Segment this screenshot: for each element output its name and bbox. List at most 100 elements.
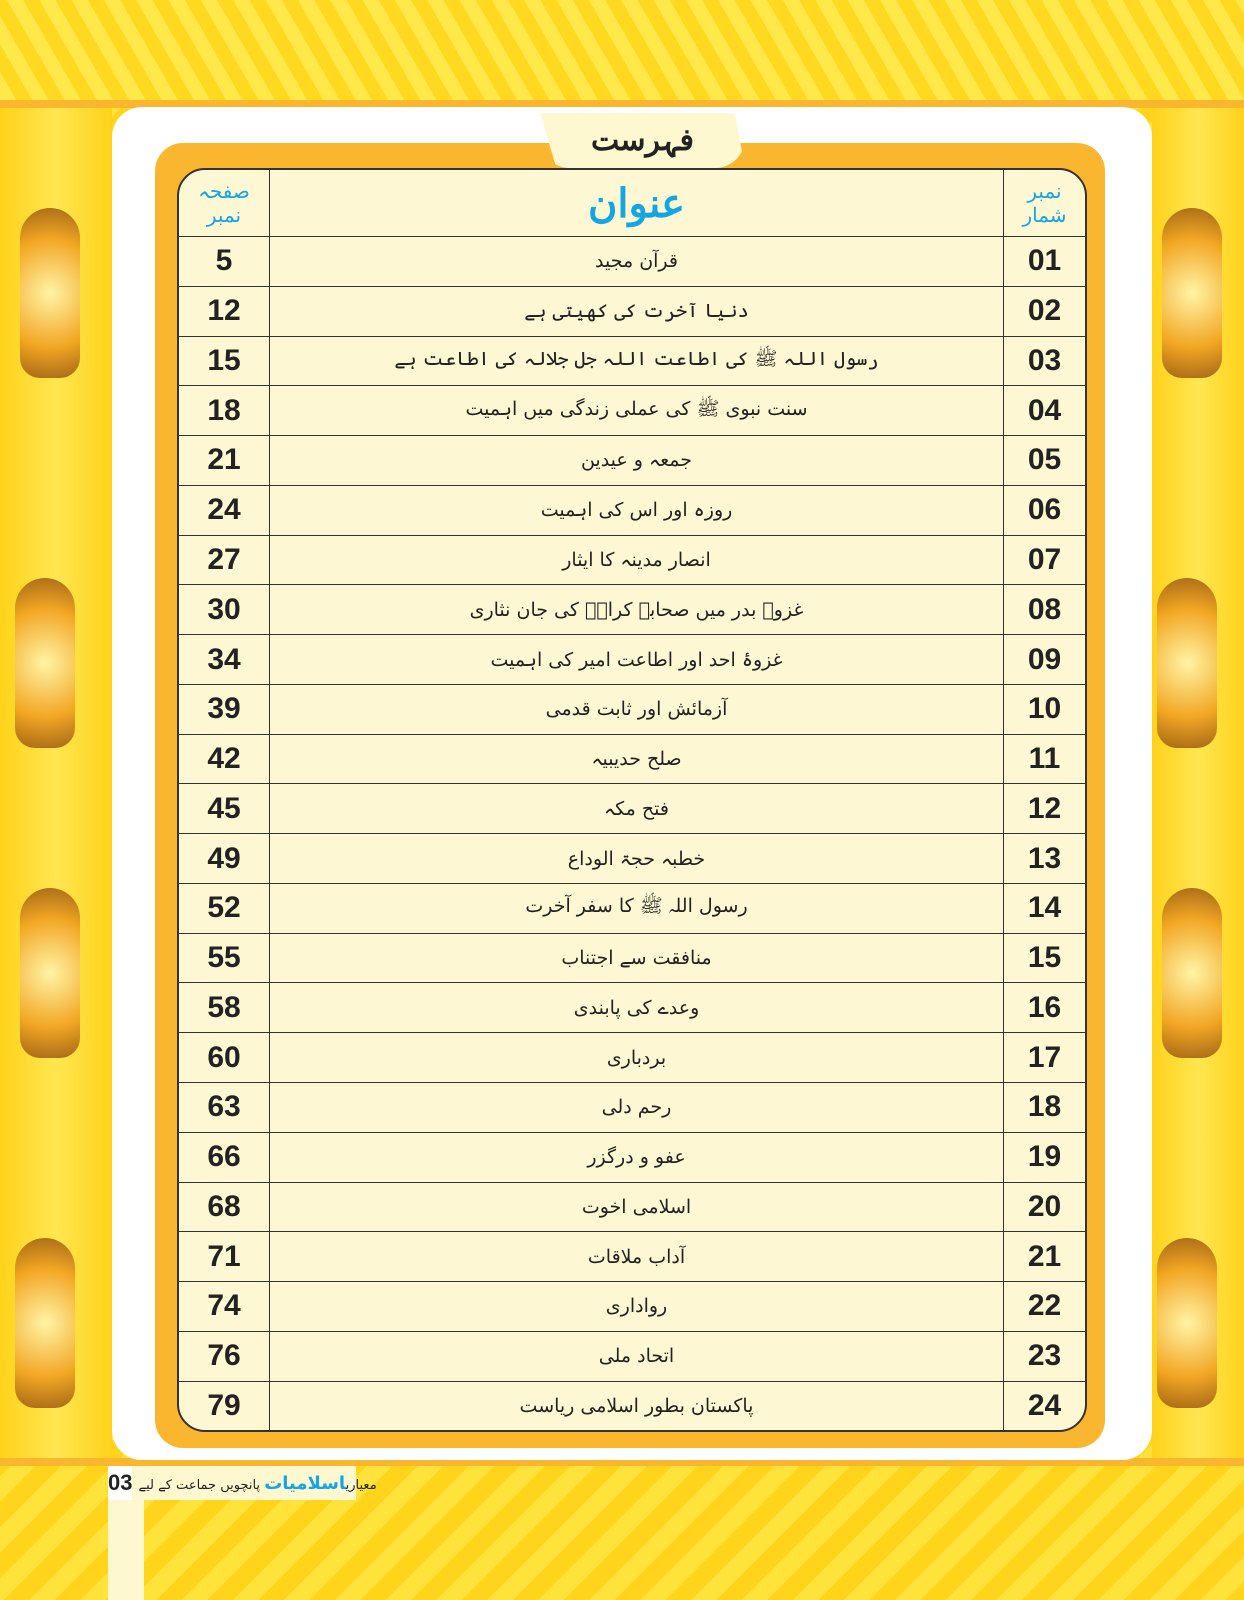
book-title-prefix: معیاری bbox=[345, 1477, 377, 1493]
contents-table: صفحہ نمبر عنوان نمبر شمار 5 قرآن مجید 01… bbox=[177, 168, 1087, 1432]
lantern-icon bbox=[15, 578, 75, 748]
title-cell[interactable]: خطبہ حجۃ الوداع bbox=[270, 834, 1003, 884]
title-cell[interactable]: رحم دلی bbox=[270, 1083, 1003, 1133]
table-row: 21 جمعہ و عیدین 05 bbox=[179, 436, 1085, 486]
table-row: 15 رسول اللہ ﷺ کی اطاعت اللہ جل جلالہ کی… bbox=[179, 336, 1085, 387]
page-cell: 42 bbox=[179, 734, 270, 785]
page-cell: 18 bbox=[179, 386, 270, 437]
footer-strip bbox=[108, 1500, 144, 1600]
table-row: 34 غزوۂ احد اور اطاعت امیر کی اہمیت 09 bbox=[179, 635, 1085, 685]
book-title-main: اسلامیات bbox=[264, 1472, 346, 1494]
table-row: 12 دنیا آخرت کی کھیتی ہے 02 bbox=[179, 286, 1085, 337]
title-cell[interactable]: روزہ اور اس کی اہمیت bbox=[270, 486, 1003, 536]
number-cell: 02 bbox=[1003, 286, 1085, 337]
page-cell: 60 bbox=[179, 1033, 270, 1084]
page-cell: 52 bbox=[179, 883, 270, 934]
title-cell[interactable]: آزمائش اور ثابت قدمی bbox=[270, 685, 1003, 735]
table-row: 63 رحم دلی 18 bbox=[179, 1083, 1085, 1133]
number-cell: 18 bbox=[1003, 1083, 1085, 1133]
lantern-icon bbox=[15, 1238, 75, 1408]
title-cell[interactable]: غزوۂ بدر میں صحابہ کرامؓ کی جان نثاری bbox=[270, 585, 1003, 636]
table-row: 71 آداب ملاقات 21 bbox=[179, 1232, 1085, 1283]
lantern-icon bbox=[1162, 208, 1222, 378]
title-cell[interactable]: رسول اللہ ﷺ کا سفر آخرت bbox=[270, 884, 1003, 934]
page-number: 03 bbox=[108, 1466, 133, 1500]
divider bbox=[0, 1458, 1244, 1466]
number-cell: 09 bbox=[1003, 635, 1085, 685]
number-cell: 04 bbox=[1003, 386, 1085, 437]
table-row: 39 آزمائش اور ثابت قدمی 10 bbox=[179, 684, 1085, 735]
table-row: 68 اسلامی اخوت 20 bbox=[179, 1182, 1085, 1233]
table-row: 18 سنت نبوی ﷺ کی عملی زندگی میں اہمیت 04 bbox=[179, 386, 1085, 437]
page-cell: 74 bbox=[179, 1282, 270, 1332]
title-cell[interactable]: منافقت سے اجتناب bbox=[270, 934, 1003, 984]
right-decoration bbox=[1152, 108, 1244, 1458]
page-cell: 45 bbox=[179, 784, 270, 835]
page-cell: 55 bbox=[179, 933, 270, 984]
title-cell[interactable]: صلح حدیبیہ bbox=[270, 735, 1003, 785]
page-cell: 68 bbox=[179, 1182, 270, 1233]
title-cell[interactable]: اسلامی اخوت bbox=[270, 1183, 1003, 1233]
table-row: 42 صلح حدیبیہ 11 bbox=[179, 734, 1085, 785]
title-cell[interactable]: قرآن مجید bbox=[270, 237, 1003, 287]
title-cell[interactable]: سنت نبوی ﷺ کی عملی زندگی میں اہمیت bbox=[270, 386, 1003, 437]
number-cell: 15 bbox=[1003, 933, 1085, 984]
number-cell: 05 bbox=[1003, 436, 1085, 486]
number-cell: 08 bbox=[1003, 585, 1085, 636]
table-row: 76 اتحاد ملی 23 bbox=[179, 1331, 1085, 1382]
lantern-icon bbox=[1157, 1238, 1217, 1408]
title-cell[interactable]: فتح مکہ bbox=[270, 784, 1003, 835]
page-cell: 34 bbox=[179, 635, 270, 685]
lantern-icon bbox=[1157, 578, 1217, 748]
column-header-number: نمبر شمار bbox=[1003, 170, 1085, 237]
number-cell: 20 bbox=[1003, 1182, 1085, 1233]
title-cell[interactable]: پاکستان بطور اسلامی ریاست bbox=[519, 1394, 754, 1417]
table-row: 30 غزوۂ بدر میں صحابہ کرامؓ کی جان نثاری… bbox=[179, 585, 1085, 636]
book-title: معیاریاسلامیات پانچویں جماعت کے لیے bbox=[132, 1473, 382, 1494]
table-row: 52 رسول اللہ ﷺ کا سفر آخرت 14 bbox=[179, 883, 1085, 934]
title-cell[interactable]: اتحاد ملی bbox=[270, 1332, 1003, 1382]
number-cell: 01 bbox=[1003, 237, 1085, 287]
page-cell: 15 bbox=[179, 336, 270, 387]
book-title-suffix: پانچویں جماعت کے لیے bbox=[138, 1477, 261, 1493]
table-row: 5 قرآن مجید 01 bbox=[179, 237, 1085, 287]
title-cell[interactable]: آداب ملاقات bbox=[270, 1232, 1003, 1283]
title-cell[interactable]: بردباری bbox=[270, 1033, 1003, 1084]
title-cell[interactable]: دنیا آخرت کی کھیتی ہے bbox=[270, 287, 1003, 337]
number-cell: 11 bbox=[1003, 734, 1085, 785]
title-cell[interactable]: عفو و درگزر bbox=[270, 1133, 1003, 1183]
page-cell: 66 bbox=[179, 1132, 270, 1183]
page-title: فہرست bbox=[540, 113, 745, 168]
number-cell: 23 bbox=[1003, 1331, 1085, 1382]
column-header-title: عنوان bbox=[270, 170, 1003, 237]
table-row: 79 پاکستان بطور اسلامی ریاست 24 bbox=[179, 1381, 1085, 1430]
title-cell[interactable]: رواداری bbox=[270, 1282, 1003, 1332]
page-cell: 27 bbox=[179, 535, 270, 586]
page-cell: 49 bbox=[179, 834, 270, 884]
table-row: 45 فتح مکہ 12 bbox=[179, 784, 1085, 835]
page-cell: 5 bbox=[179, 237, 270, 287]
title-cell[interactable]: رسول اللہ ﷺ کی اطاعت اللہ جل جلالہ کی اط… bbox=[270, 337, 1003, 387]
table-header: صفحہ نمبر عنوان نمبر شمار bbox=[179, 170, 1085, 237]
number-cell: 22 bbox=[1003, 1282, 1085, 1332]
title-cell[interactable]: غزوۂ احد اور اطاعت امیر کی اہمیت bbox=[270, 635, 1003, 685]
number-cell: 03 bbox=[1003, 336, 1085, 387]
number-cell: 14 bbox=[1003, 883, 1085, 934]
top-decoration bbox=[0, 0, 1244, 100]
page-cell: 24 bbox=[179, 485, 270, 536]
number-cell: 07 bbox=[1003, 535, 1085, 586]
number-cell: 16 bbox=[1003, 983, 1085, 1034]
table-row: 66 عفو و درگزر 19 bbox=[179, 1132, 1085, 1183]
page-cell: 63 bbox=[179, 1083, 270, 1133]
number-cell: 21 bbox=[1003, 1232, 1085, 1283]
title-cell[interactable]: انصار مدینہ کا ایثار bbox=[270, 536, 1003, 586]
page-cell: 58 bbox=[179, 983, 270, 1034]
title-cell[interactable]: وعدے کی پابندی bbox=[270, 983, 1003, 1034]
table-row: 60 بردباری 17 bbox=[179, 1033, 1085, 1084]
table-row: 74 رواداری 22 bbox=[179, 1282, 1085, 1332]
title-cell[interactable]: جمعہ و عیدین bbox=[270, 436, 1003, 486]
page-cell: 30 bbox=[179, 585, 270, 636]
table-row: 58 وعدے کی پابندی 16 bbox=[179, 983, 1085, 1034]
lantern-icon bbox=[20, 208, 80, 378]
page-cell: 79 bbox=[179, 1381, 270, 1430]
